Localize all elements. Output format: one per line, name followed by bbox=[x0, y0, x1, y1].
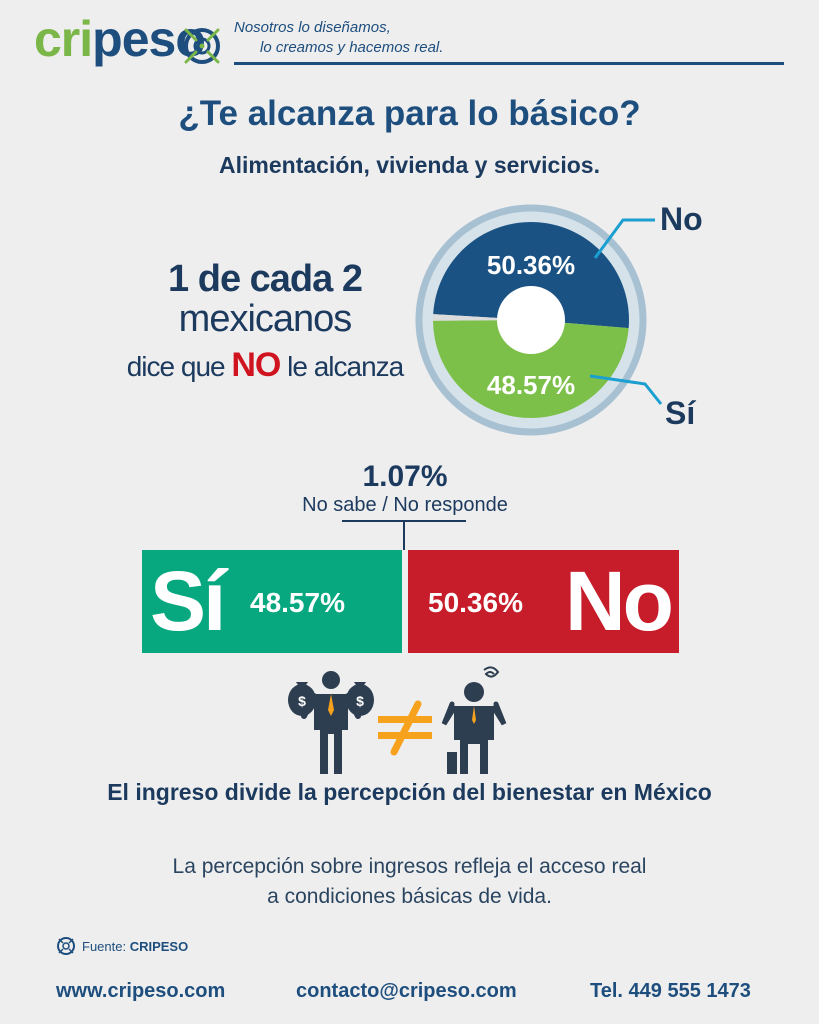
source-note: Fuente: CRIPESO bbox=[56, 936, 188, 956]
bar-si-word: Sí bbox=[150, 554, 226, 648]
no-response-value: 1.07% bbox=[362, 460, 448, 493]
rich-man-icon: $ $ bbox=[288, 671, 374, 774]
page-title: ¿Te alcanza para lo básico? bbox=[178, 94, 641, 133]
headline-line-3: dice que NO le alcanza bbox=[100, 346, 430, 385]
data-label-no: 50.36% bbox=[487, 250, 575, 280]
leader-line-si bbox=[589, 374, 663, 405]
leader-line-no bbox=[593, 218, 655, 259]
header-divider bbox=[234, 62, 784, 65]
headline-post: le alcanza bbox=[280, 351, 404, 382]
bar-si: Sí 48.57% bbox=[142, 550, 402, 653]
brand-slogan: Nosotros lo diseñamos, lo creamos y hace… bbox=[234, 18, 443, 58]
no-response-pointer bbox=[403, 520, 405, 550]
slogan-line-1: Nosotros lo diseñamos, bbox=[234, 19, 391, 36]
svg-text:$: $ bbox=[356, 693, 364, 709]
legend-label-no: No bbox=[660, 201, 703, 237]
bar-si-value: 48.57% bbox=[250, 587, 345, 618]
description: La percepción sobre ingresos refleja el … bbox=[120, 852, 699, 912]
headline-pre: dice que bbox=[126, 351, 232, 382]
logo-text-green: cri bbox=[34, 11, 93, 67]
crosshair-logo-icon bbox=[184, 28, 220, 64]
donut-hole bbox=[497, 286, 565, 354]
bar-no-word: No bbox=[565, 554, 674, 648]
donut-slice-no bbox=[433, 221, 629, 329]
headline-line-1: 1 de cada 2 bbox=[168, 258, 363, 300]
perception-title: El ingreso divide la percepción del bien… bbox=[107, 779, 712, 805]
page-subtitle: Alimentación, vivienda y servicios. bbox=[219, 152, 600, 178]
stressed-man-icon bbox=[441, 666, 507, 774]
description-line-1: La percepción sobre ingresos refleja el … bbox=[172, 855, 647, 878]
donut-slice-si bbox=[433, 320, 629, 418]
legend-label-si: Sí bbox=[665, 395, 696, 431]
bar-no-value: 50.36% bbox=[428, 587, 523, 618]
source-logo-icon bbox=[57, 937, 75, 955]
not-equal-icon bbox=[378, 700, 432, 756]
description-line-2: a condiciones básicas de vida. bbox=[267, 885, 552, 908]
donut-chart: No Sí 50.36% 48.57% bbox=[415, 201, 703, 436]
footer-email[interactable]: contacto@cripeso.com bbox=[296, 980, 517, 1002]
source-name: CRIPESO bbox=[129, 938, 189, 954]
headline-line-2: mexicanos bbox=[178, 298, 353, 340]
footer-phone: Tel. 449 555 1473 bbox=[590, 980, 751, 1002]
source-prefix: Fuente: bbox=[82, 938, 130, 954]
bar-no: 50.36% No bbox=[408, 550, 679, 653]
data-label-si: 48.57% bbox=[487, 370, 575, 400]
no-response-label: No sabe / No responde bbox=[302, 494, 508, 516]
svg-text:$: $ bbox=[298, 693, 306, 709]
footer-website[interactable]: www.cripeso.com bbox=[56, 980, 226, 1002]
income-comparison-illustration: $ $ bbox=[288, 666, 507, 774]
slogan-line-2: lo creamos y hacemos real. bbox=[260, 39, 444, 56]
headline-no: NO bbox=[231, 346, 281, 384]
